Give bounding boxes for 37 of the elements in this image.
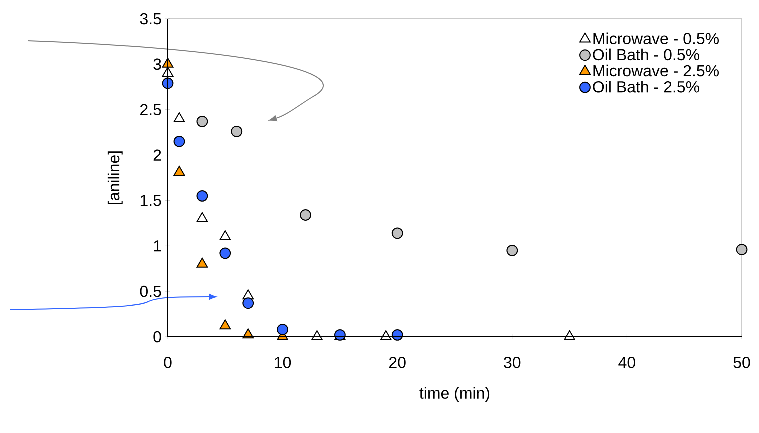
point	[300, 210, 312, 221]
legend-label: Microwave - 0.5%	[594, 32, 719, 44]
point	[220, 248, 232, 260]
point	[277, 324, 289, 336]
y-tick-label: 2	[154, 150, 162, 161]
y-tick-label: 0	[154, 331, 162, 343]
point	[231, 126, 243, 138]
y-tick-label: 1.5	[140, 195, 162, 206]
point	[392, 228, 404, 240]
x-tick-label: 50	[734, 357, 750, 368]
point	[392, 329, 404, 341]
point	[174, 136, 186, 148]
point	[196, 116, 208, 128]
point	[506, 244, 518, 256]
legend-label: Oil Bath - 0.5%	[593, 48, 700, 61]
legend-label: Microwave - 2.5%	[594, 64, 719, 77]
y-tick-label: 2.5	[140, 104, 162, 116]
point	[196, 212, 208, 222]
x-tick-label: 30	[504, 357, 521, 368]
x-tick-label: 40	[618, 357, 636, 368]
x-tick-label: 10	[275, 357, 292, 368]
y-tick-label: 0.5	[140, 286, 162, 298]
x-tick-label: 20	[390, 357, 406, 368]
point	[242, 298, 254, 310]
y-tick-label: 1	[154, 240, 162, 252]
point	[220, 230, 232, 241]
point	[174, 166, 186, 176]
x-axis-title: time (min)	[420, 387, 490, 402]
point	[220, 320, 232, 330]
legend-label: Oil Bath - 2.5%	[593, 81, 700, 93]
point	[174, 112, 186, 122]
y-tick-label: 3	[154, 58, 162, 70]
y-tick-label: 3.5	[140, 13, 162, 25]
x-tick-label: 0	[164, 357, 172, 368]
point	[196, 190, 208, 202]
point	[196, 258, 208, 268]
y-axis-title: [aniline]	[108, 152, 123, 204]
